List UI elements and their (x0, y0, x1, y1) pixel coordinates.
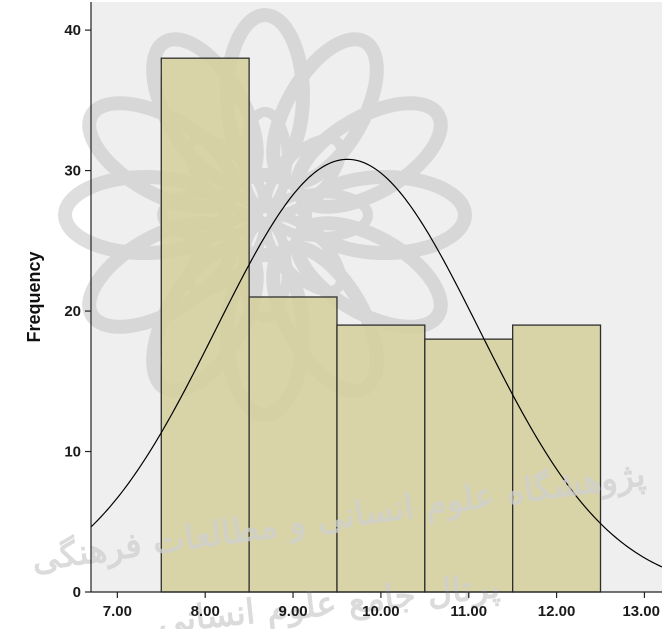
y-tick-label: 30 (64, 163, 81, 180)
y-axis-title: Frequency (24, 251, 44, 342)
x-tick-label: 12.00 (538, 603, 576, 620)
x-tick-label: 9.00 (278, 603, 307, 620)
histogram-bar-2 (248, 296, 338, 593)
histogram-bar-3 (336, 324, 426, 593)
x-tick-label: 13.00 (622, 603, 660, 620)
x-tick-label: 10.00 (362, 603, 400, 620)
x-axis-ticks: 7.00 8.00 9.00 10.00 11.00 12.00 13.00 (103, 592, 660, 620)
histogram-bar-4 (424, 338, 514, 593)
y-axis-ticks: 0 10 20 30 40 (64, 22, 91, 601)
x-tick-label: 11.00 (450, 603, 487, 620)
x-tick-label: 7.00 (103, 603, 132, 620)
normal-curve (91, 158, 662, 568)
y-tick-label: 0 (73, 584, 81, 601)
histogram-bar-1 (160, 57, 250, 593)
y-tick-label: 10 (64, 444, 81, 461)
bars-layer (160, 57, 602, 593)
histogram-bar-5 (512, 324, 602, 593)
x-tick-label: 8.00 (191, 603, 220, 620)
y-tick-label: 40 (64, 22, 81, 39)
y-tick-label: 20 (64, 303, 81, 320)
